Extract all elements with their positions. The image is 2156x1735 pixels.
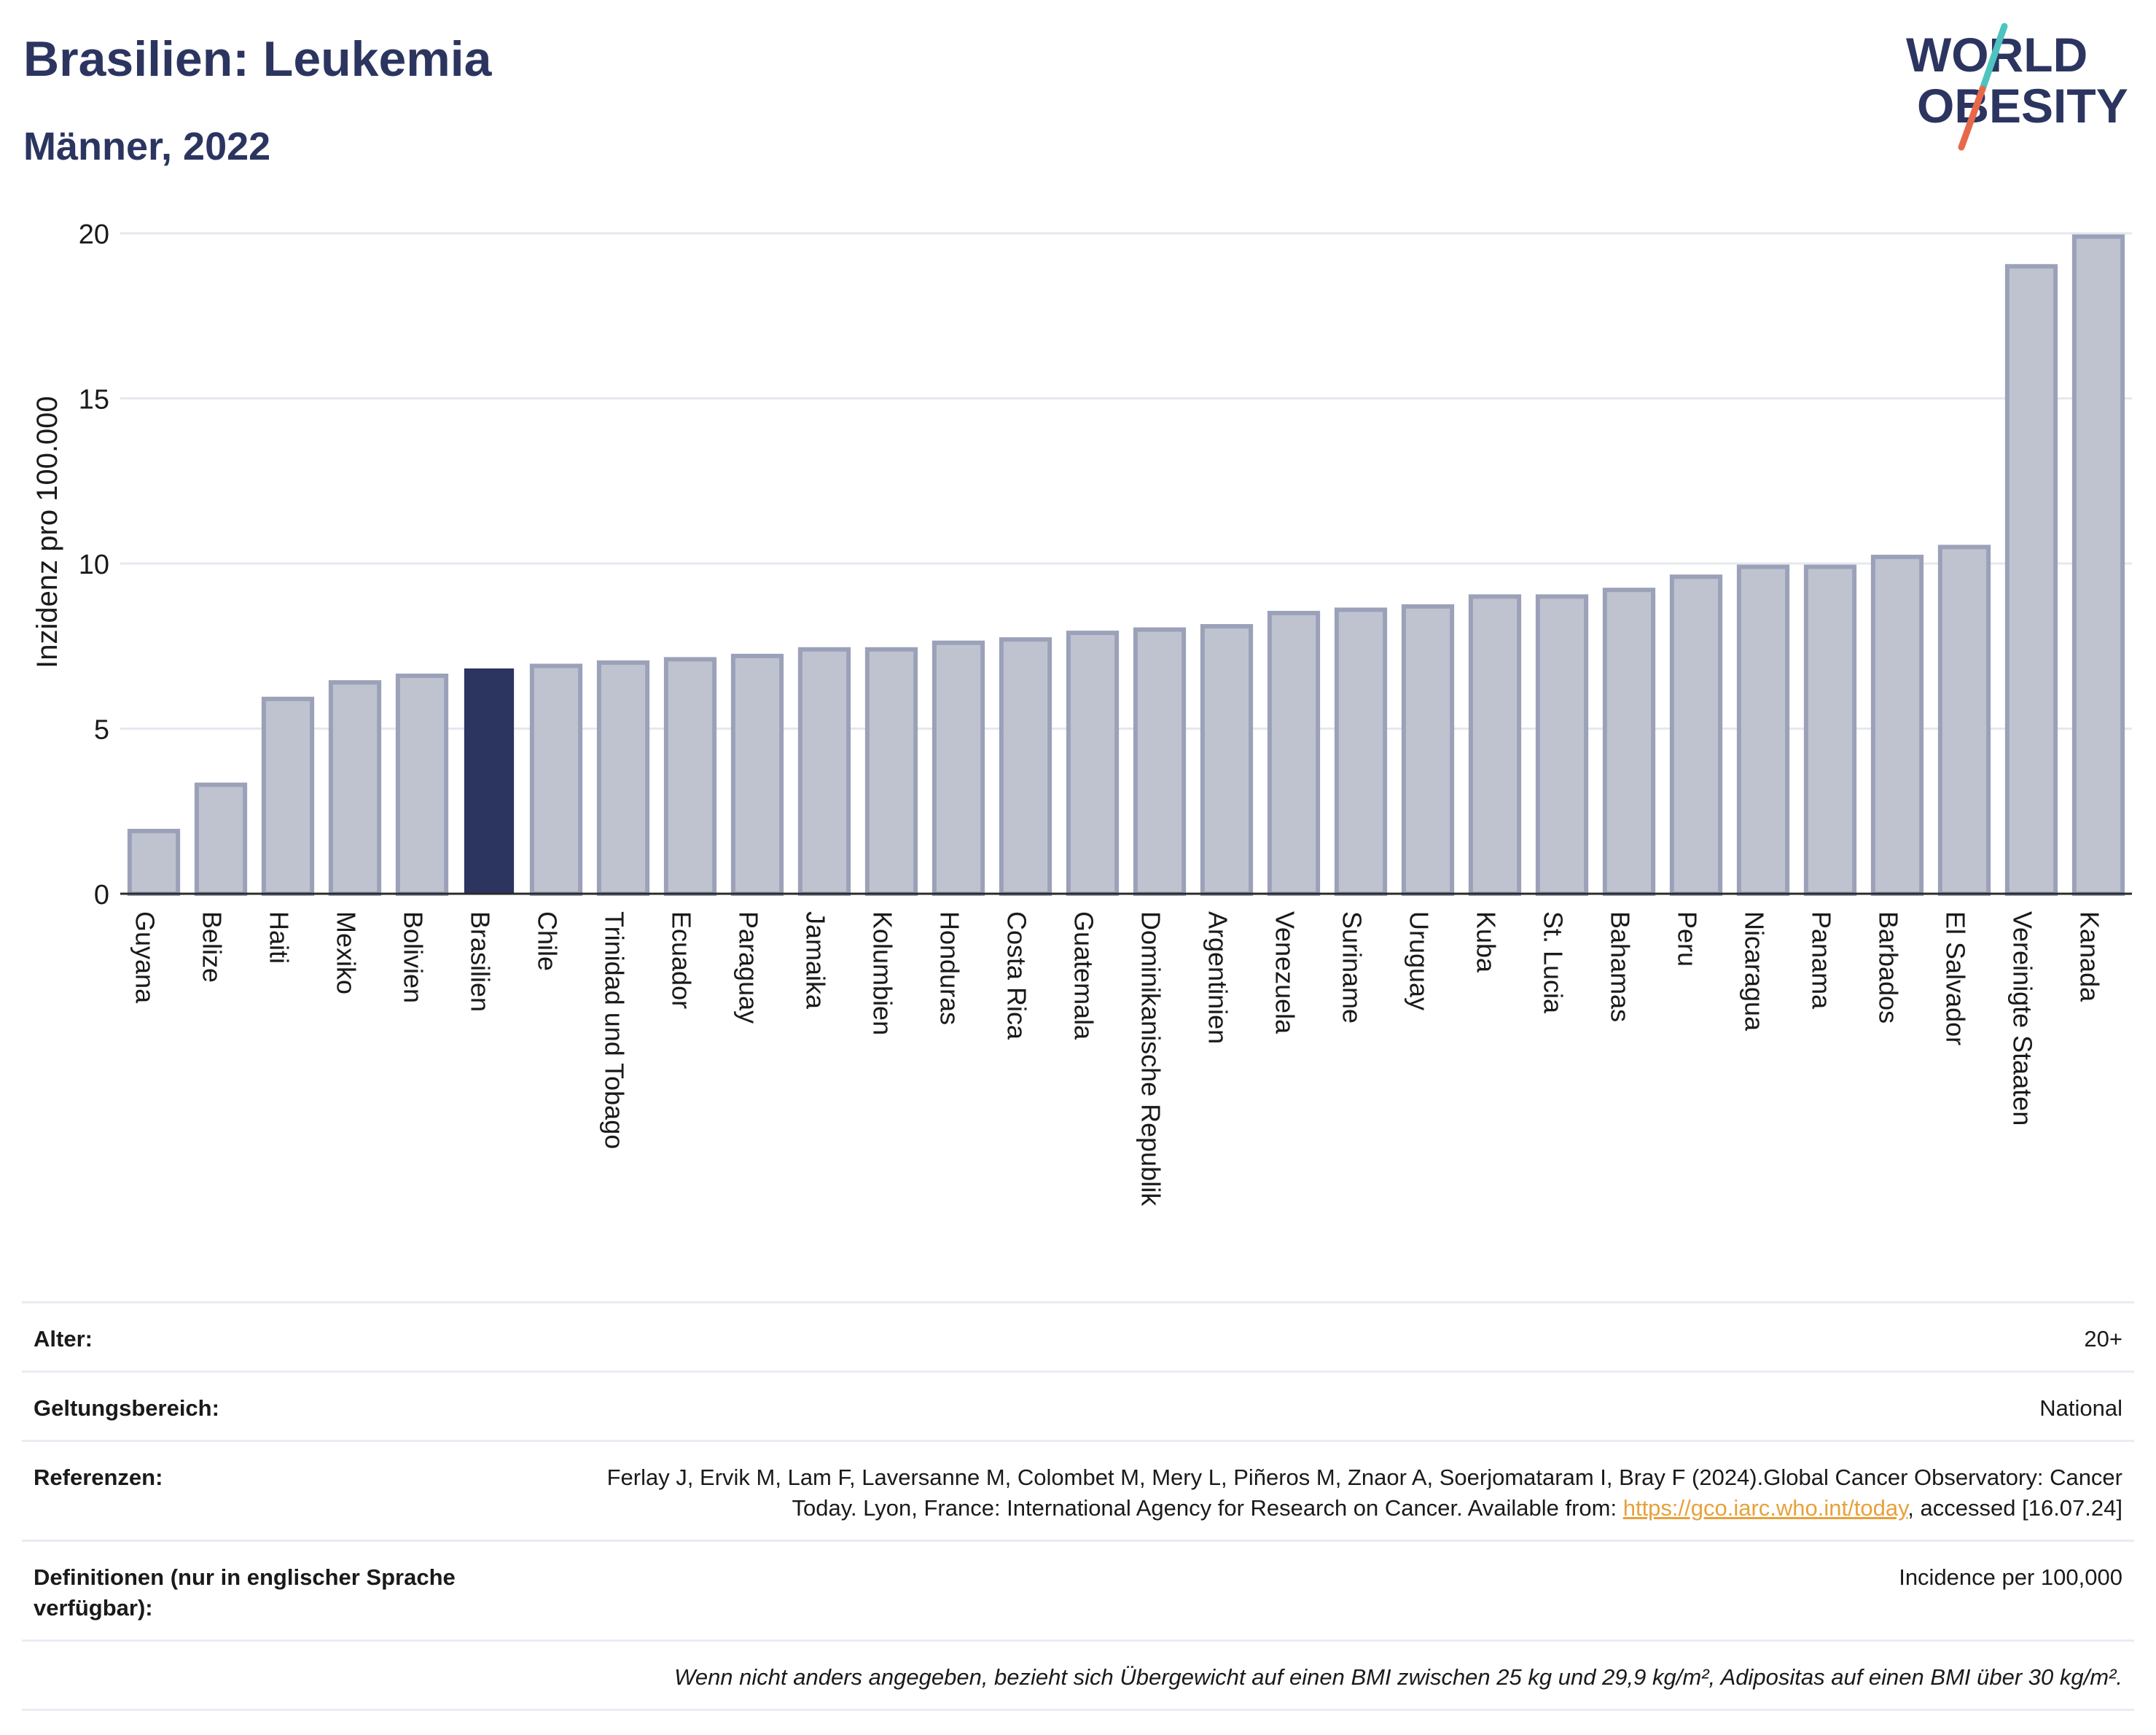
bars bbox=[127, 234, 2125, 897]
bar-honduras[interactable] bbox=[931, 640, 985, 896]
x-tick-label: Honduras bbox=[935, 911, 965, 1025]
references-accessed: , accessed [16.07.24] bbox=[1907, 1495, 2122, 1521]
references-value: Ferlay J, Ervik M, Lam F, Laversanne M, … bbox=[558, 1462, 2122, 1524]
bar-barbados[interactable] bbox=[1870, 554, 1924, 896]
x-tick-label: Mexiko bbox=[332, 911, 362, 994]
bar-kanada[interactable] bbox=[2071, 234, 2125, 896]
bar-bahamas[interactable] bbox=[1602, 588, 1656, 896]
gridlines bbox=[120, 232, 2132, 730]
y-tick-label: 10 bbox=[79, 550, 109, 580]
x-tick-label: Guyana bbox=[130, 911, 160, 1004]
bar-peru[interactable] bbox=[1669, 574, 1723, 896]
references-link[interactable]: https://gco.iarc.who.int/today bbox=[1622, 1495, 1908, 1521]
x-tick-label: Kuba bbox=[1472, 911, 1501, 973]
bar-dominikanische-republik[interactable] bbox=[1133, 627, 1187, 896]
info-row-scope: Geltungsbereich: National bbox=[22, 1371, 2134, 1440]
bar-chile[interactable] bbox=[529, 663, 583, 896]
bar-panama[interactable] bbox=[1803, 564, 1857, 897]
bar-trinidad-und-tobago[interactable] bbox=[596, 660, 650, 897]
x-tick-label: Uruguay bbox=[1405, 911, 1434, 1010]
bar-venezuela[interactable] bbox=[1267, 610, 1321, 896]
bar-vereinigte-staaten[interactable] bbox=[2004, 264, 2058, 896]
bar-argentinien[interactable] bbox=[1200, 624, 1254, 896]
logo-text-obesity: OBESITY bbox=[1917, 79, 2128, 133]
x-tick-label: Venezuela bbox=[1270, 911, 1300, 1034]
x-tick-label: Brasilien bbox=[466, 911, 496, 1012]
x-axis-tick-labels: Guyana Belize Haiti Mexiko Bolivien Brasilien… bbox=[130, 911, 2105, 1206]
y-tick-label: 0 bbox=[94, 880, 109, 911]
info-row-age: Alter: 20+ bbox=[22, 1301, 2134, 1371]
y-tick-label: 5 bbox=[94, 715, 109, 746]
x-tick-label: Ecuador bbox=[667, 911, 697, 1009]
definitions-value: Incidence per 100,000 bbox=[1899, 1564, 2122, 1590]
chart-title: Brasilien: Leukemia bbox=[23, 31, 492, 87]
bar-kolumbien[interactable] bbox=[864, 647, 918, 897]
y-tick-label: 15 bbox=[79, 385, 109, 416]
x-tick-label: Trinidad und Tobago bbox=[600, 911, 630, 1149]
chart-subtitle: Männer, 2022 bbox=[23, 125, 271, 168]
bar-suriname[interactable] bbox=[1334, 607, 1388, 896]
bar-belize[interactable] bbox=[194, 782, 248, 897]
logo-slash-coral bbox=[1958, 85, 1986, 151]
bar-brasilien[interactable] bbox=[464, 668, 515, 895]
x-tick-label: Haiti bbox=[265, 911, 294, 964]
info-row-definitions: Definitionen (nur in englischer Sprache … bbox=[22, 1540, 2134, 1640]
bar-kuba[interactable] bbox=[1468, 594, 1522, 896]
world-obesity-logo: WORLD OBESITY bbox=[1906, 23, 2128, 151]
bar-ecuador[interactable] bbox=[663, 657, 717, 896]
x-tick-label: Panama bbox=[1807, 911, 1837, 1010]
x-tick-label: El Salvador bbox=[1941, 911, 1971, 1045]
bmi-note: Wenn nicht anders angegeben, bezieht sic… bbox=[674, 1664, 2122, 1690]
bar-haiti[interactable] bbox=[261, 696, 315, 896]
scope-label: Geltungsbereich: bbox=[34, 1395, 219, 1421]
info-row-note: Wenn nicht anders angegeben, bezieht sic… bbox=[22, 1640, 2134, 1711]
x-tick-label: Guatemala bbox=[1069, 911, 1099, 1040]
bar-st-lucia[interactable] bbox=[1535, 594, 1589, 896]
x-tick-label: Suriname bbox=[1337, 911, 1367, 1024]
x-tick-label: Jamaika bbox=[801, 911, 831, 1010]
x-tick-label: Kolumbien bbox=[868, 911, 898, 1035]
x-tick-label: Barbados bbox=[1874, 911, 1904, 1024]
x-tick-label: Paraguay bbox=[734, 911, 764, 1024]
x-tick-label: Vereinigte Staaten bbox=[2008, 911, 2038, 1126]
x-tick-label: Bahamas bbox=[1606, 911, 1636, 1022]
x-tick-label: Dominikanische Republik bbox=[1136, 911, 1166, 1206]
references-label: Referenzen: bbox=[34, 1465, 163, 1490]
scope-value: National bbox=[2039, 1395, 2122, 1421]
bar-mexiko[interactable] bbox=[328, 680, 382, 897]
x-tick-label: Argentinien bbox=[1203, 911, 1233, 1044]
bar-guatemala[interactable] bbox=[1066, 631, 1120, 896]
y-axis-ticks: 0 5 10 15 20 bbox=[79, 219, 109, 911]
info-row-references: Referenzen: Ferlay J, Ervik M, Lam F, La… bbox=[22, 1440, 2134, 1540]
bar-costa-rica[interactable] bbox=[999, 637, 1052, 896]
bar-nicaragua[interactable] bbox=[1736, 564, 1790, 897]
x-tick-label: Peru bbox=[1673, 911, 1703, 967]
bar-guyana[interactable] bbox=[127, 828, 181, 897]
x-tick-label: Chile bbox=[533, 911, 563, 971]
bar-el-salvador[interactable] bbox=[1937, 545, 1991, 896]
y-tick-label: 20 bbox=[79, 219, 109, 250]
bar-jamaika[interactable] bbox=[797, 647, 851, 897]
x-tick-label: Belize bbox=[198, 911, 227, 983]
x-tick-label: Nicaragua bbox=[1740, 911, 1770, 1032]
bar-bolivien[interactable] bbox=[395, 674, 449, 897]
bar-chart: 0 5 10 15 20 Guyana Belize Haiti Mexiko Bolivien… bbox=[31, 219, 2132, 1206]
bar-paraguay[interactable] bbox=[730, 653, 784, 897]
x-tick-label: Costa Rica bbox=[1002, 911, 1032, 1040]
y-axis-label: Inzidenz pro 100.000 bbox=[31, 396, 63, 668]
x-tick-label: St. Lucia bbox=[1539, 911, 1569, 1014]
references-text: Ferlay J, Ervik M, Lam F, Laversanne M, … bbox=[606, 1465, 2122, 1521]
logo-slash-teal bbox=[1979, 23, 2008, 93]
bar-uruguay[interactable] bbox=[1401, 604, 1455, 896]
age-label: Alter: bbox=[34, 1326, 93, 1352]
age-value: 20+ bbox=[2084, 1326, 2122, 1352]
x-tick-label: Kanada bbox=[2075, 911, 2105, 1002]
definitions-label: Definitionen (nur in englischer Sprache … bbox=[34, 1564, 456, 1621]
info-table: Alter: 20+ Geltungsbereich: National Ref… bbox=[22, 1301, 2134, 1711]
x-tick-label: Bolivien bbox=[399, 911, 429, 1003]
